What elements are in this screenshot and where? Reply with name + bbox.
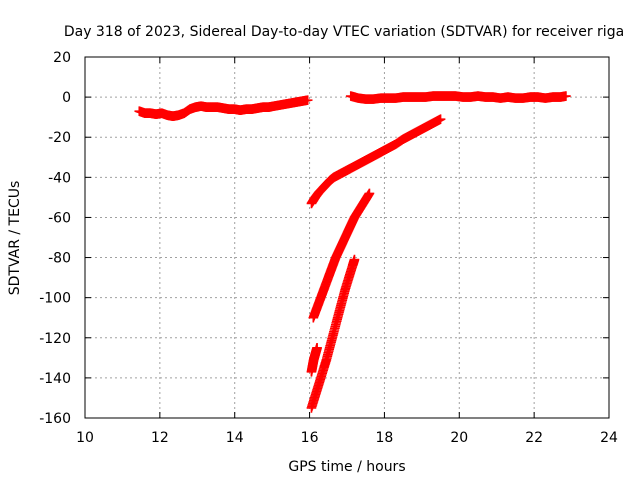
series-0 xyxy=(134,95,313,121)
series-3 xyxy=(308,188,375,323)
series-2 xyxy=(306,114,446,209)
y-axis-label: SDTVAR / TECUs xyxy=(7,181,23,296)
y-tick-label: -140 xyxy=(39,371,71,387)
x-tick-label: 16 xyxy=(301,430,319,446)
axis-ticks: 10 12 14 16 18 20 22 24 20 0 -20 -40 -60 -80 -100 -120 -… xyxy=(39,50,618,446)
data-point xyxy=(561,91,571,101)
data-point xyxy=(364,188,375,199)
data-point xyxy=(312,343,322,353)
data-point xyxy=(435,114,446,124)
data-points xyxy=(134,91,571,413)
y-tick-label: -160 xyxy=(39,411,71,427)
plot-frame xyxy=(84,56,610,419)
chart-title: Day 318 of 2023, Sidereal Day-to-day VTE… xyxy=(64,24,624,40)
y-tick-label: -80 xyxy=(48,251,71,267)
y-tick-label: -60 xyxy=(48,210,71,226)
x-tick-label: 20 xyxy=(450,430,468,446)
series-5 xyxy=(306,343,322,377)
y-tick-label: -100 xyxy=(39,291,71,307)
data-point xyxy=(302,95,313,105)
series-1 xyxy=(345,91,571,104)
data-point xyxy=(349,254,360,265)
y-tick-label: -120 xyxy=(39,331,71,347)
x-tick-label: 10 xyxy=(76,430,94,446)
x-tick-label: 22 xyxy=(525,430,543,446)
x-tick-label: 14 xyxy=(226,430,244,446)
y-tick-label: -40 xyxy=(48,170,71,186)
y-tick-label: 20 xyxy=(53,50,71,66)
x-axis-label: GPS time / hours xyxy=(288,459,405,475)
y-tick-label: -20 xyxy=(48,130,71,146)
series-4 xyxy=(306,254,360,413)
x-tick-label: 24 xyxy=(600,430,618,446)
x-tick-label: 12 xyxy=(151,430,169,446)
x-tick-label: 18 xyxy=(376,430,394,446)
y-tick-label: 0 xyxy=(62,90,71,106)
